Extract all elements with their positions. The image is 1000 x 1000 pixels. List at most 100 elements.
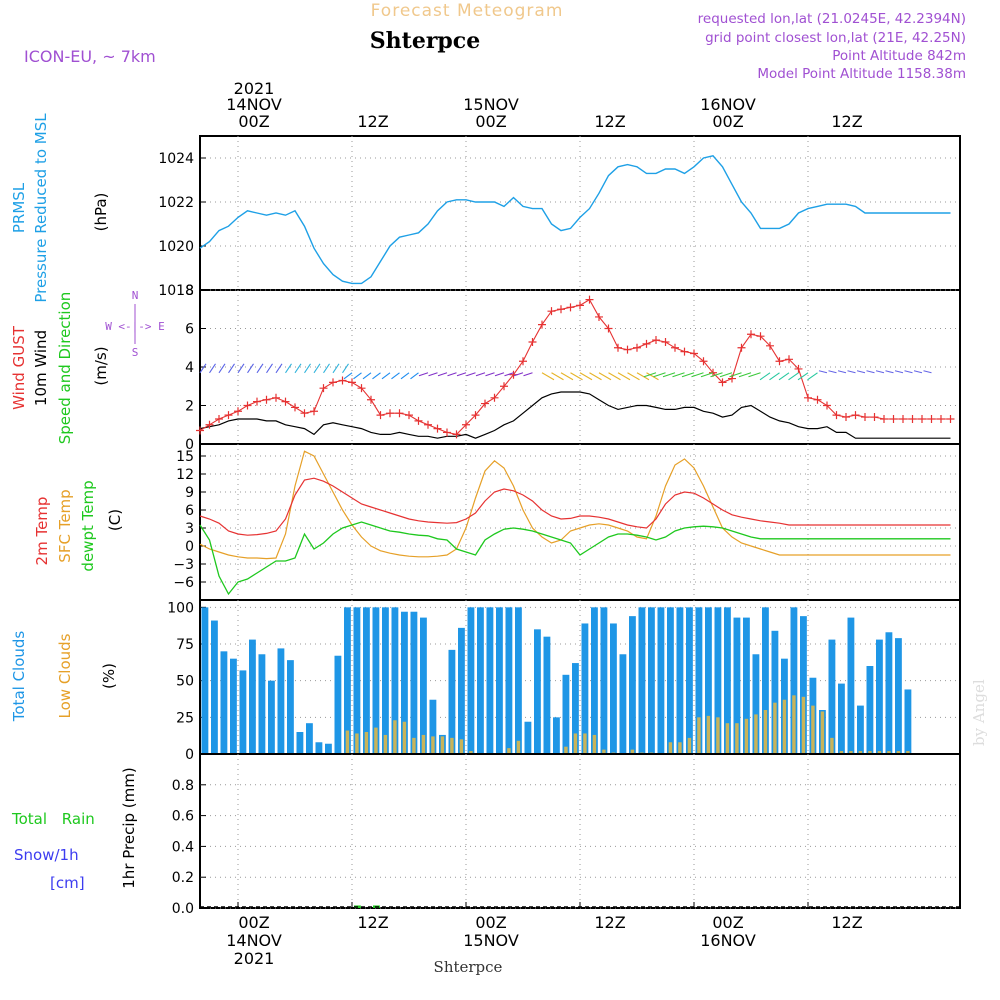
wind-arrow [313, 363, 321, 374]
y-tick-label: 0 [185, 747, 194, 763]
total-cloud-bar [762, 607, 769, 754]
gust-marker [927, 414, 936, 423]
gust-label: Wind GUST [10, 325, 28, 410]
compass-s: S [132, 346, 139, 359]
low-cloud-bar [697, 717, 701, 754]
wind-arrow [738, 372, 752, 378]
chart-panels: 101810201022102402468−6−3036912150255075… [158, 135, 961, 917]
wind-arrow [913, 370, 923, 374]
wind-arrow [719, 372, 733, 378]
low-cloud-bar [811, 705, 815, 754]
top-label: 00Z [238, 112, 269, 131]
wind-arrow [627, 372, 640, 381]
gust-marker [357, 384, 366, 393]
gust-line [199, 298, 951, 435]
low-cloud-bar [716, 717, 720, 754]
wind-arrow [608, 372, 621, 381]
gust-marker [414, 416, 423, 425]
wind-arrow [856, 370, 866, 374]
wind-arrow [875, 370, 885, 374]
gust-marker [756, 332, 765, 341]
low-cloud-bar [583, 733, 587, 754]
total-cloud-bar [220, 651, 228, 754]
wind-arrow [285, 363, 292, 374]
gust-marker [386, 409, 394, 418]
low-cloud-bar [887, 751, 891, 754]
low-cloud-bar [450, 737, 454, 754]
precip-unit: 1hr Precip (mm) [120, 767, 138, 888]
wind-arrow [275, 363, 283, 374]
top-label: 14NOV [226, 95, 282, 114]
low-cloud-bar [355, 733, 359, 754]
low-cloud-bar [393, 720, 397, 754]
gust-marker [500, 382, 508, 391]
wind-arrow [636, 372, 650, 381]
low-cloud-bar [469, 751, 473, 754]
wind-arrow [904, 370, 913, 374]
gust-marker [946, 414, 955, 423]
total-cloud-bar [733, 617, 741, 754]
total-cloud-bar [429, 699, 437, 754]
wind-arrow [494, 372, 505, 377]
bottom-label: 12Z [357, 913, 388, 932]
dewpt-line [199, 521, 951, 596]
wind-arrow [818, 370, 828, 374]
panel-frame [199, 443, 961, 601]
top-label: 12Z [357, 112, 388, 131]
top-time-axis: 2021 14NOV 00Z 12Z 15NOV 00Z 12Z 16NOV 0… [226, 79, 862, 131]
wind-arrow [885, 370, 894, 374]
total-cloud-bar [800, 616, 807, 754]
total-cloud-bar [382, 607, 389, 754]
gust-marker [281, 397, 290, 406]
low-cloud-bar [820, 711, 825, 754]
gust-marker [747, 330, 755, 339]
temp2m-label: 2m Temp [33, 497, 51, 566]
compass-n: N [132, 289, 139, 302]
gust-marker [623, 345, 632, 354]
low-cloud-label: Low Clouds [56, 633, 74, 718]
wind-arrow [428, 372, 438, 377]
gust-marker [804, 393, 812, 402]
y-tick-label: 8 [185, 283, 194, 299]
total-cloud-bar [496, 607, 503, 754]
wind-arrow [643, 372, 657, 378]
total-cloud-bar [648, 607, 655, 754]
wind-arrow [456, 372, 467, 377]
low-cloud-bar [687, 737, 692, 754]
wind-arrow [343, 372, 353, 380]
panel-pressure: 1018 1020 1022 1024 [158, 135, 961, 299]
point-altitude: Point Altitude 842m [832, 48, 966, 64]
gust-marker [671, 343, 679, 352]
gust-marker [395, 409, 404, 418]
y-tick-label: 1020 [158, 239, 194, 255]
temp2m-line [199, 477, 951, 536]
y-tick-label: 9 [185, 485, 194, 501]
wind-arrow [323, 363, 330, 374]
wind-arrow [199, 363, 207, 374]
total-cloud-bar [581, 623, 589, 754]
y-tick-label: 75 [176, 637, 194, 653]
y-tick-label: 15 [176, 449, 194, 465]
gust-marker [832, 411, 841, 420]
total-cloud-bar [543, 636, 551, 754]
y-tick-label: −3 [173, 557, 194, 573]
total-cloud-bar [420, 617, 427, 754]
total-cloud-bar [629, 616, 636, 754]
gust-marker [880, 414, 888, 423]
total-cloud-bar [249, 639, 256, 754]
wind-arrow [332, 363, 340, 374]
gust-marker [737, 343, 746, 352]
bottom-label: 14NOV [226, 931, 282, 950]
wind-arrow [418, 372, 429, 377]
y-tick-label: 50 [176, 674, 194, 690]
top-label: 12Z [831, 112, 862, 131]
total-cloud-bar [667, 607, 674, 754]
wind-line [199, 391, 951, 439]
pressure-label: PRMSL [10, 182, 28, 233]
bottom-label: 00Z [238, 913, 269, 932]
wind-arrow [237, 363, 245, 374]
total-cloud-bar [657, 607, 665, 754]
wind-arrow [700, 372, 714, 378]
low-cloud-bar [782, 699, 787, 754]
gust-marker [471, 411, 480, 420]
